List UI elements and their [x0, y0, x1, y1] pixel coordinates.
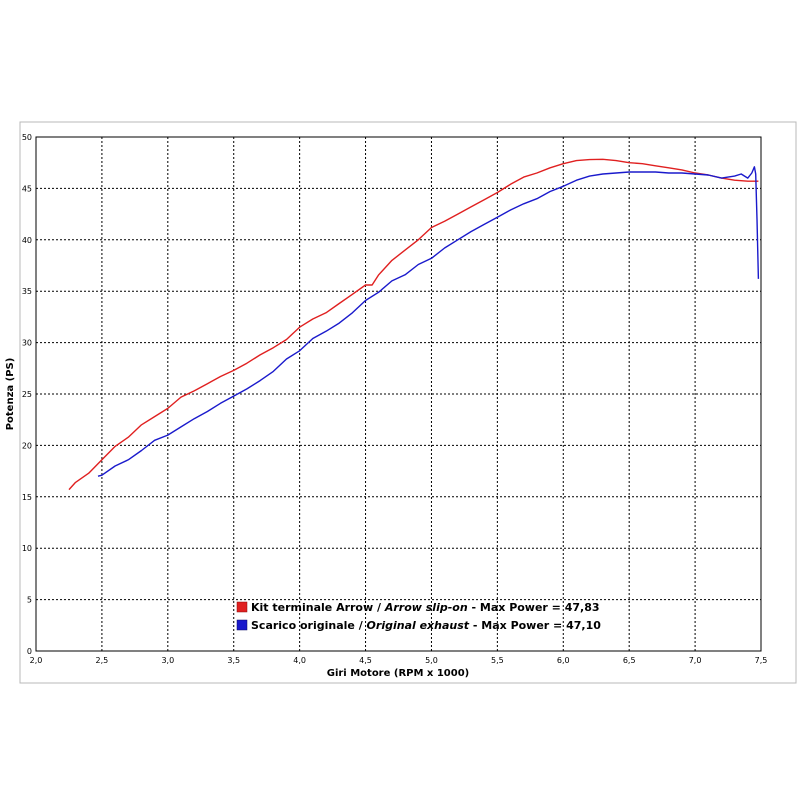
- legend-swatch-original: [236, 619, 248, 631]
- x-tick-label: 4,0: [293, 656, 306, 665]
- y-tick-label: 25: [22, 390, 32, 399]
- y-tick-label: 35: [22, 287, 32, 296]
- legend-item-original: Scarico originale / Original exhaust - M…: [236, 619, 601, 632]
- x-tick-label: 5,5: [491, 656, 504, 665]
- x-tick-label: 7,0: [689, 656, 702, 665]
- plot-border: [35, 136, 762, 652]
- legend-label-en-arrow: Arrow slip-on: [384, 601, 468, 614]
- x-tick-label: 2,5: [96, 656, 109, 665]
- legend-text-arrow: Kit terminale Arrow / Arrow slip-on - Ma…: [251, 601, 600, 614]
- y-tick-label: 50: [22, 133, 32, 142]
- legend-label-it-arrow: Kit terminale Arrow: [251, 601, 373, 614]
- series-line-original: [97, 166, 760, 477]
- y-axis-label: Potenza (PS): [5, 358, 16, 431]
- legend-swatch-arrow: [236, 601, 248, 613]
- series-lines: [68, 158, 760, 491]
- y-tick-label: 40: [22, 236, 32, 245]
- legend-text-original: Scarico originale / Original exhaust - M…: [251, 619, 601, 632]
- x-tick-label: 7,5: [755, 656, 768, 665]
- x-tick-label: 5,0: [425, 656, 438, 665]
- x-tick-labels: 2,0 2,5 3,0 3,5 4,0 4,5 5,0 5,5 6,0 6,5 7,0 7,5: [30, 656, 768, 665]
- x-tick-label: 3,0: [161, 656, 174, 665]
- x-tick-label: 2,0: [30, 656, 43, 665]
- legend-label-en-original: Original exhaust: [367, 619, 470, 632]
- x-axis-label: Giri Motore (RPM x 1000): [327, 668, 470, 679]
- outer-frame: [19, 121, 797, 684]
- y-tick-label: 10: [22, 544, 32, 553]
- y-tick-label: 30: [22, 339, 32, 348]
- y-tick-label: 15: [22, 493, 32, 502]
- series-line-arrow: [68, 158, 759, 491]
- y-tick-labels: 0 5 10 15 20 25 30 35 40 45 50: [22, 133, 32, 656]
- legend-label-it-original: Scarico originale: [251, 619, 355, 632]
- grid: [36, 137, 761, 651]
- x-tick-label: 6,0: [557, 656, 570, 665]
- x-tick-label: 3,5: [227, 656, 240, 665]
- y-tick-label: 5: [27, 596, 32, 605]
- y-tick-label: 20: [22, 441, 32, 450]
- x-tick-label: 6,5: [623, 656, 636, 665]
- legend: Kit terminale Arrow / Arrow slip-on - Ma…: [236, 601, 601, 632]
- legend-separator-arrow: /: [373, 601, 385, 614]
- x-tick-label: 4,5: [359, 656, 372, 665]
- legend-max-original: - Max Power = 47,10: [469, 619, 601, 632]
- y-tick-label: 45: [22, 184, 32, 193]
- legend-separator-original: /: [355, 619, 367, 632]
- legend-max-arrow: - Max Power = 47,83: [468, 601, 600, 614]
- y-tick-label: 0: [27, 647, 32, 656]
- legend-item-arrow: Kit terminale Arrow / Arrow slip-on - Ma…: [236, 601, 600, 614]
